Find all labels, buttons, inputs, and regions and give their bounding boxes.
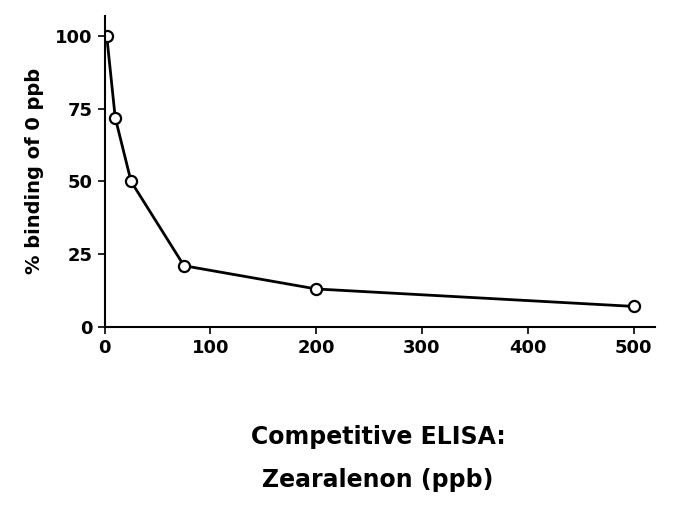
Text: Zearalenon (ppb): Zearalenon (ppb) [263, 467, 493, 492]
Text: Competitive ELISA:: Competitive ELISA: [250, 425, 506, 450]
Y-axis label: % binding of 0 ppb: % binding of 0 ppb [25, 68, 44, 275]
